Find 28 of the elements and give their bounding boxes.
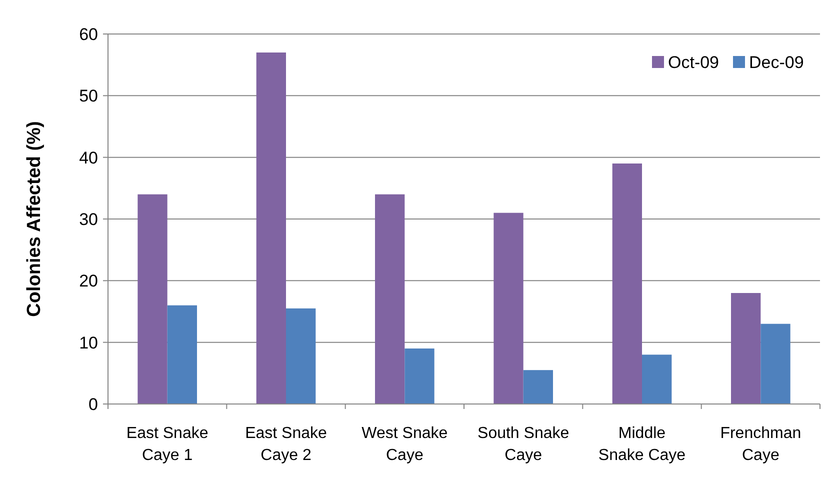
bar bbox=[642, 354, 672, 404]
y-tick-label: 50 bbox=[79, 86, 98, 106]
bar bbox=[612, 164, 642, 404]
bar bbox=[404, 348, 434, 404]
legend-label: Dec-09 bbox=[749, 52, 804, 72]
bar bbox=[286, 308, 316, 404]
bar bbox=[167, 305, 197, 404]
bar bbox=[494, 212, 524, 404]
x-tick-label: West Snake Caye bbox=[362, 425, 448, 464]
y-tick-label: 20 bbox=[79, 272, 98, 291]
bar bbox=[256, 52, 286, 404]
x-tick-label: Frenchman Caye bbox=[720, 425, 802, 464]
y-tick-label: 40 bbox=[79, 148, 98, 168]
bar bbox=[760, 324, 790, 404]
x-tick-label: Middle Snake Caye bbox=[598, 425, 686, 464]
bar bbox=[375, 194, 405, 404]
bar bbox=[138, 194, 168, 404]
y-tick-label: 0 bbox=[88, 394, 98, 414]
legend-label: Oct-09 bbox=[668, 52, 720, 72]
x-tick-label: South Snake Caye bbox=[478, 425, 570, 464]
y-tick-label: 10 bbox=[79, 333, 98, 352]
y-axis-title: Colonies Affected (%) bbox=[24, 121, 45, 317]
y-tick-label: 30 bbox=[79, 210, 98, 229]
y-tick-label: 60 bbox=[79, 24, 98, 44]
bar bbox=[731, 293, 761, 404]
bar bbox=[523, 370, 553, 404]
x-tick-label: East Snake Caye 1 bbox=[126, 425, 208, 464]
x-tick-label: East Snake Caye 2 bbox=[245, 425, 328, 464]
